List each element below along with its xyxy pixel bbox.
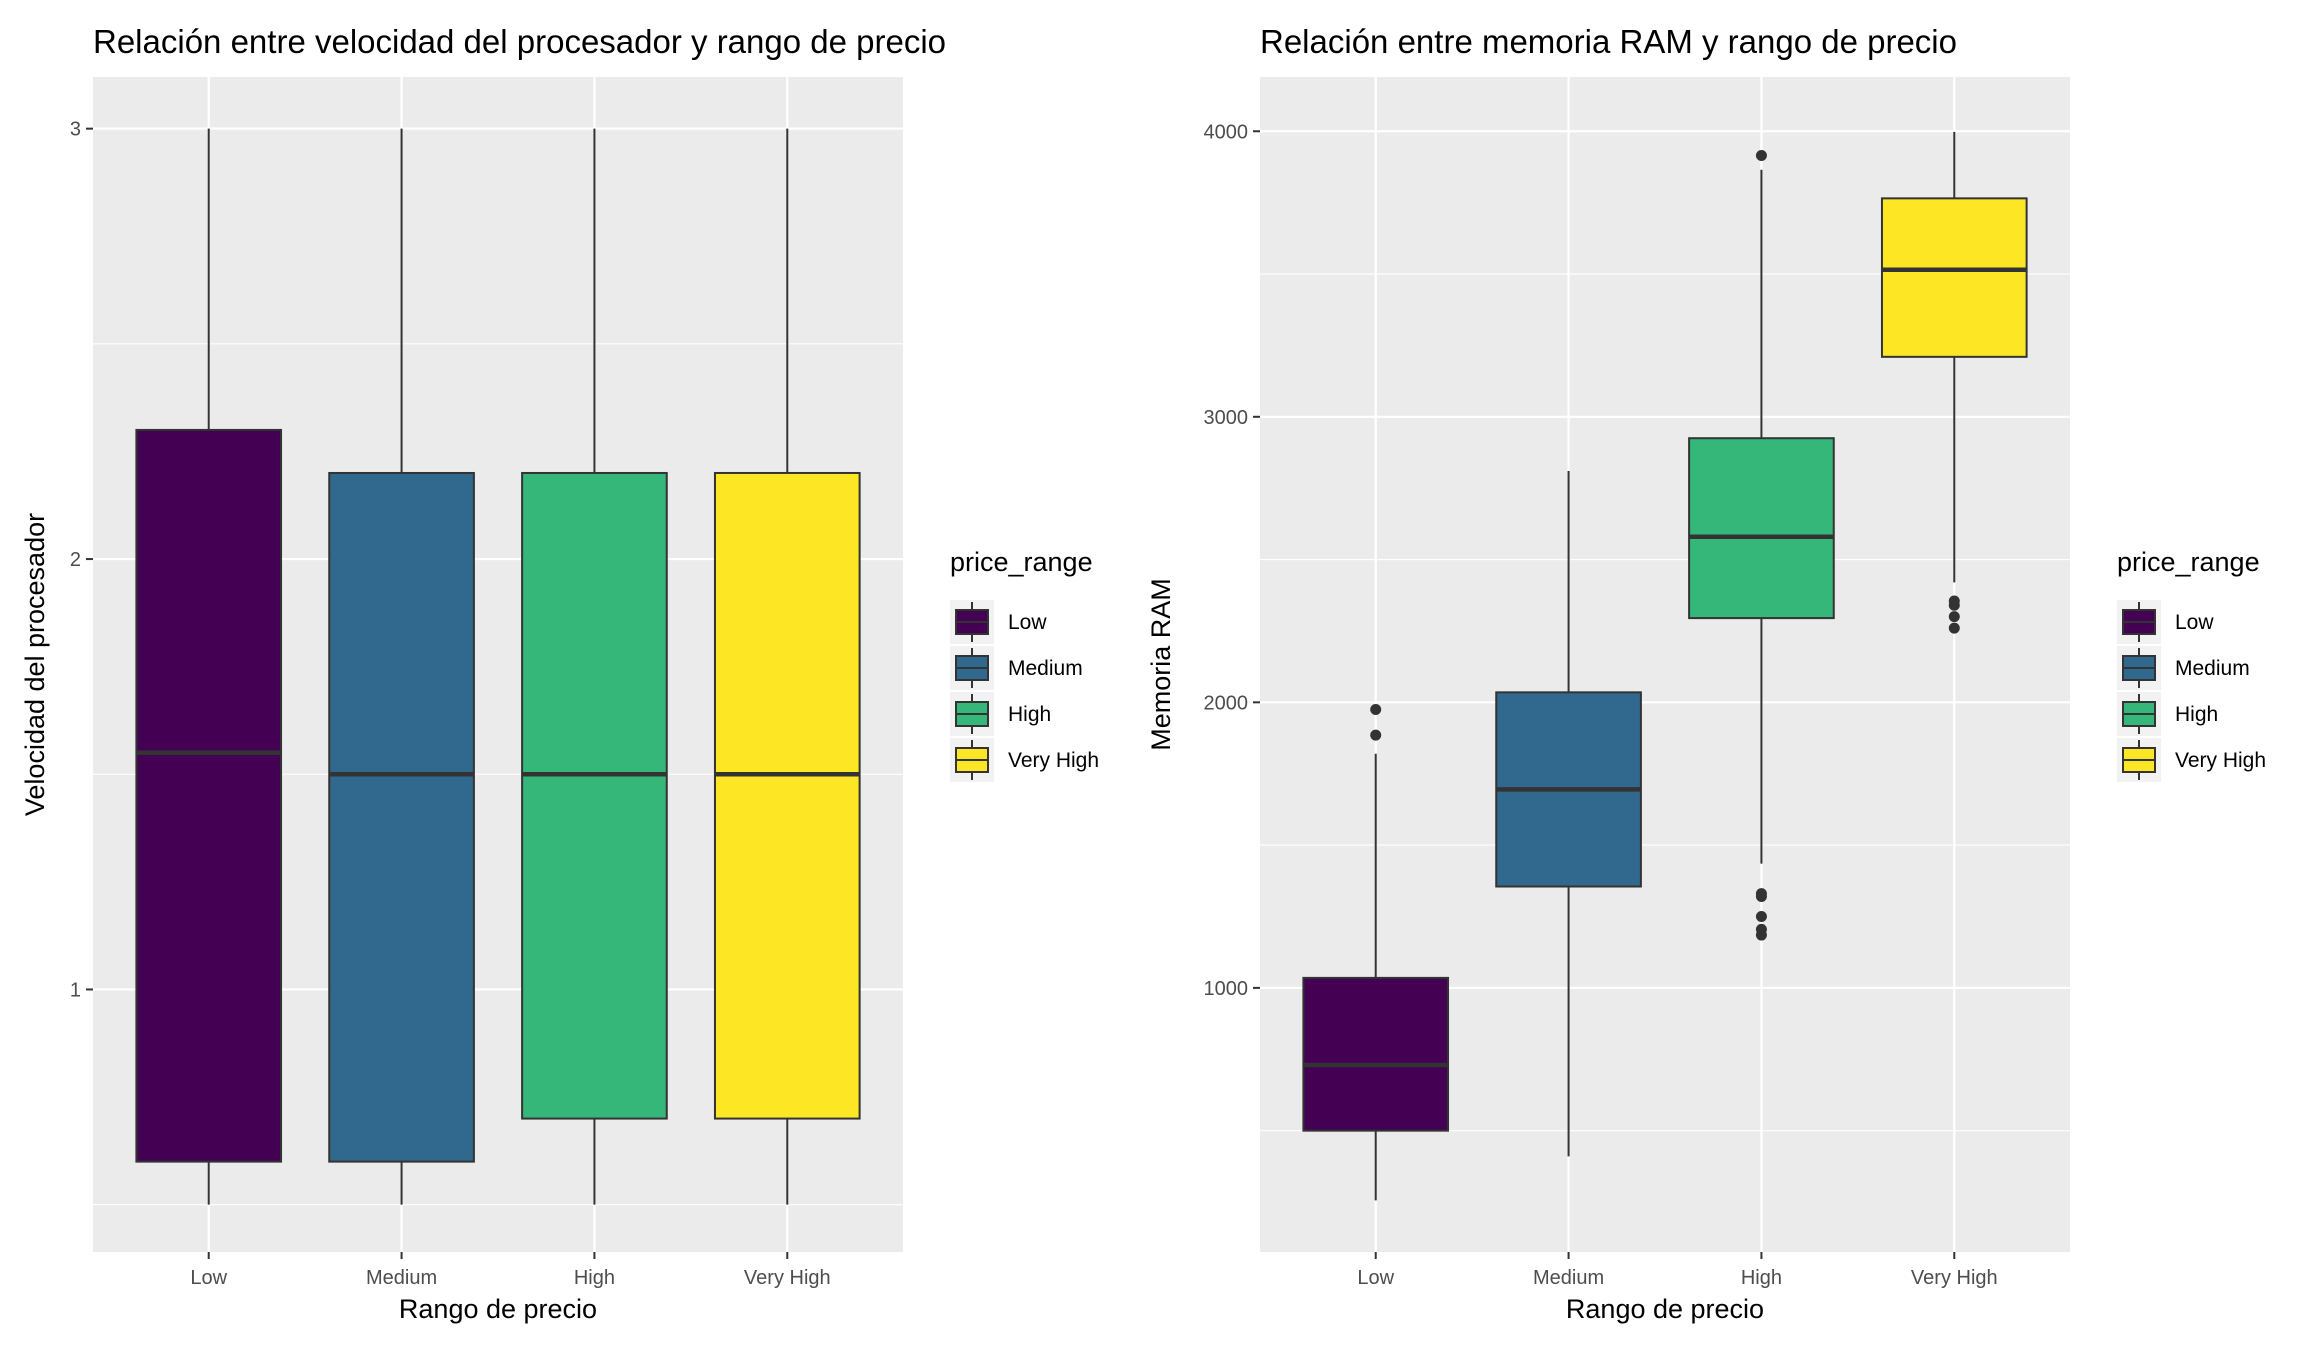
outlier-point xyxy=(1755,910,1767,922)
box-very-high xyxy=(713,128,861,1205)
chart-title: Relación entre memoria RAM y rango de pr… xyxy=(1260,23,1957,60)
x-tick-label: High xyxy=(574,1267,615,1289)
y-tick-label: 2000 xyxy=(1204,692,1249,714)
legend-key-medium: Medium xyxy=(950,646,1083,690)
box-high xyxy=(1688,150,1835,941)
box-low xyxy=(135,128,283,1205)
legend-key-medium: Medium xyxy=(2117,646,2250,690)
x-tick-label: Medium xyxy=(366,1267,437,1289)
y-tick-label: 2 xyxy=(70,549,81,571)
outlier-point xyxy=(1755,923,1767,935)
box-iqr xyxy=(713,471,861,1120)
legend-label: Low xyxy=(2175,611,2214,634)
x-tick-label: High xyxy=(1741,1267,1782,1289)
x-tick-label: Very High xyxy=(1911,1267,1998,1289)
legend-label: Very High xyxy=(1008,749,1099,772)
box-iqr xyxy=(1880,197,2028,358)
legend-key-low: Low xyxy=(2117,600,2214,644)
outlier-point xyxy=(1948,622,1960,634)
legend-key-high: High xyxy=(2117,692,2218,736)
y-tick-label: 3000 xyxy=(1204,407,1249,429)
legend-label: High xyxy=(1008,703,1051,726)
x-tick-label: Medium xyxy=(1533,1267,1604,1289)
box-high xyxy=(521,128,668,1205)
y-tick-label: 4000 xyxy=(1204,121,1249,143)
legend-label: Low xyxy=(1008,611,1047,634)
box-iqr xyxy=(135,428,283,1163)
legend-label: High xyxy=(2175,703,2218,726)
legend-key-low: Low xyxy=(950,600,1047,644)
outlier-point xyxy=(1755,888,1767,900)
outlier-point xyxy=(1370,703,1382,715)
legend: price_range Low Medium High Very High xyxy=(950,547,1099,782)
box-iqr xyxy=(328,471,475,1163)
legend: price_range Low Medium High Very High xyxy=(2117,547,2266,782)
outlier-point xyxy=(1370,729,1382,741)
x-tick-label: Low xyxy=(190,1267,227,1289)
box-iqr xyxy=(1302,976,1450,1132)
legend-title: price_range xyxy=(950,547,1093,577)
y-tick-label: 1 xyxy=(70,979,81,1001)
x-tick-label: Low xyxy=(1357,1267,1394,1289)
y-tick-label: 3 xyxy=(70,119,81,141)
box-iqr xyxy=(1688,437,1835,620)
legend-key-high: High xyxy=(950,692,1051,736)
x-axis-title: Rango de precio xyxy=(1566,1294,1764,1324)
y-axis-title: Memoria RAM xyxy=(1146,578,1176,751)
outlier-point xyxy=(1755,150,1767,162)
legend-key-very-high: Very High xyxy=(950,738,1099,782)
box-iqr xyxy=(521,471,668,1120)
x-axis-title: Rango de precio xyxy=(399,1294,597,1324)
legend-key-very-high: Very High xyxy=(2117,738,2266,782)
legend-label: Medium xyxy=(2175,657,2250,680)
chart-title: Relación entre velocidad del procesador … xyxy=(93,23,946,60)
box-medium xyxy=(328,128,475,1205)
panel-1: 1 2 3 Low Medium High Very High Rango de precio… xyxy=(20,23,1099,1324)
outlier-point xyxy=(1948,611,1960,623)
y-axis-title: Velocidad del procesador xyxy=(20,513,50,816)
legend-label: Medium xyxy=(1008,657,1083,680)
legend-title: price_range xyxy=(2117,547,2260,577)
box-low xyxy=(1302,703,1450,1201)
legend-label: Very High xyxy=(2175,749,2266,772)
box-very-high xyxy=(1880,131,2028,634)
y-tick-label: 1000 xyxy=(1204,978,1249,1000)
outlier-point xyxy=(1948,595,1960,607)
x-tick-label: Very High xyxy=(744,1267,831,1289)
box-medium xyxy=(1495,471,1642,1157)
panel-2: 1000 2000 3000 4000 Low Medium High Very High Ra… xyxy=(1146,23,2266,1324)
